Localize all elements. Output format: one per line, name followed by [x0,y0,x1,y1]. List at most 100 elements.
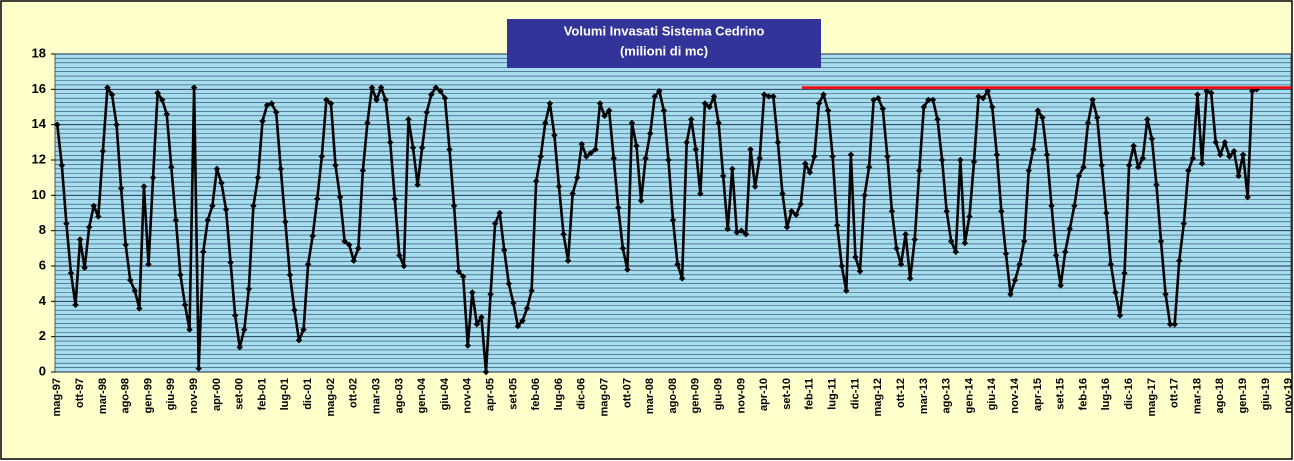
data-point [501,246,508,254]
data-point [952,248,959,256]
data-point [779,190,786,197]
y-tick-label: 18 [32,45,46,60]
data-point [1016,261,1023,268]
data-point [583,153,590,160]
data-point [108,91,116,98]
x-tick-label: mag-07 [598,378,610,417]
data-point [423,109,430,116]
x-tick-label: gen-14 [963,377,975,413]
data-point [920,103,928,111]
data-point [1048,202,1055,210]
title-box [507,19,821,68]
data-point [332,162,339,169]
data-point [387,139,394,146]
x-tick-label: gen-04 [416,377,428,413]
data-point [140,183,148,190]
data-point [532,178,540,185]
x-tick-label: apr-00 [211,378,223,411]
data-point [227,259,234,266]
y-tick-label: 14 [32,116,47,131]
data-point [706,103,713,111]
x-tick-label: feb-06 [530,378,542,410]
data-point [669,216,677,224]
data-point [1166,321,1174,328]
data-point [906,275,914,282]
chart-title: Volumi Invasati Sistema Cedrino [564,23,765,38]
data-point [1139,155,1146,162]
data-point [934,116,941,123]
data-point [674,261,681,268]
data-point [95,213,102,220]
data-point [277,165,284,173]
data-point [897,261,905,268]
data-point [113,121,120,128]
data-point [304,261,312,268]
data-point [523,305,531,312]
data-point [136,305,143,312]
data-point [482,368,490,376]
data-point [491,220,499,227]
data-point [783,223,791,231]
data-point [710,93,718,100]
x-tick-label: mag-97 [51,378,63,417]
data-point [697,190,704,197]
data-point [1239,151,1247,158]
data-point [911,236,918,243]
data-point [564,257,572,264]
data-point [925,96,932,104]
data-point [966,213,973,220]
data-point [450,202,458,210]
x-tick-label: gen-09 [690,378,702,413]
data-point [405,116,412,123]
data-point [615,204,622,211]
data-point [1057,282,1064,289]
data-point [200,248,207,256]
data-point [1002,250,1010,257]
data-point [117,185,125,192]
x-tick-label: giu-14 [986,377,998,410]
data-point [1121,269,1128,277]
data-point [209,202,216,210]
data-point [1034,107,1042,114]
data-point [747,146,754,153]
data-point [145,261,152,268]
x-tick-label: set-00 [234,378,246,410]
data-point [774,139,782,146]
data-point [1007,291,1014,298]
data-point [236,344,243,351]
data-point [336,193,344,201]
data-point [318,153,326,160]
data-point [569,190,576,197]
data-point [432,84,440,91]
data-point [1103,209,1110,217]
data-point [309,232,316,240]
data-point [792,211,800,218]
data-point [984,87,991,95]
data-point [761,91,768,98]
data-point [587,149,595,157]
data-point [241,326,248,333]
data-line [55,86,1258,374]
data-point [1071,202,1078,210]
x-tick-label: nov-09 [735,378,747,413]
data-point [168,163,175,171]
data-point [957,156,964,164]
data-point [127,276,134,284]
data-point [104,84,111,91]
data-point [943,208,950,215]
data-point [578,140,585,148]
x-tick-label: mag-12 [872,378,884,417]
data-point [628,119,636,127]
data-point [273,109,280,116]
data-point [624,266,631,273]
data-point [861,192,868,199]
data-point [1221,139,1229,146]
x-tick-label: feb-16 [1077,378,1089,410]
data-point [555,183,563,190]
data-point [204,216,211,224]
x-tick-label: gen-99 [142,378,154,413]
data-point [163,110,170,118]
data-point [409,144,417,151]
data-point [1171,321,1178,328]
data-point [122,241,129,248]
